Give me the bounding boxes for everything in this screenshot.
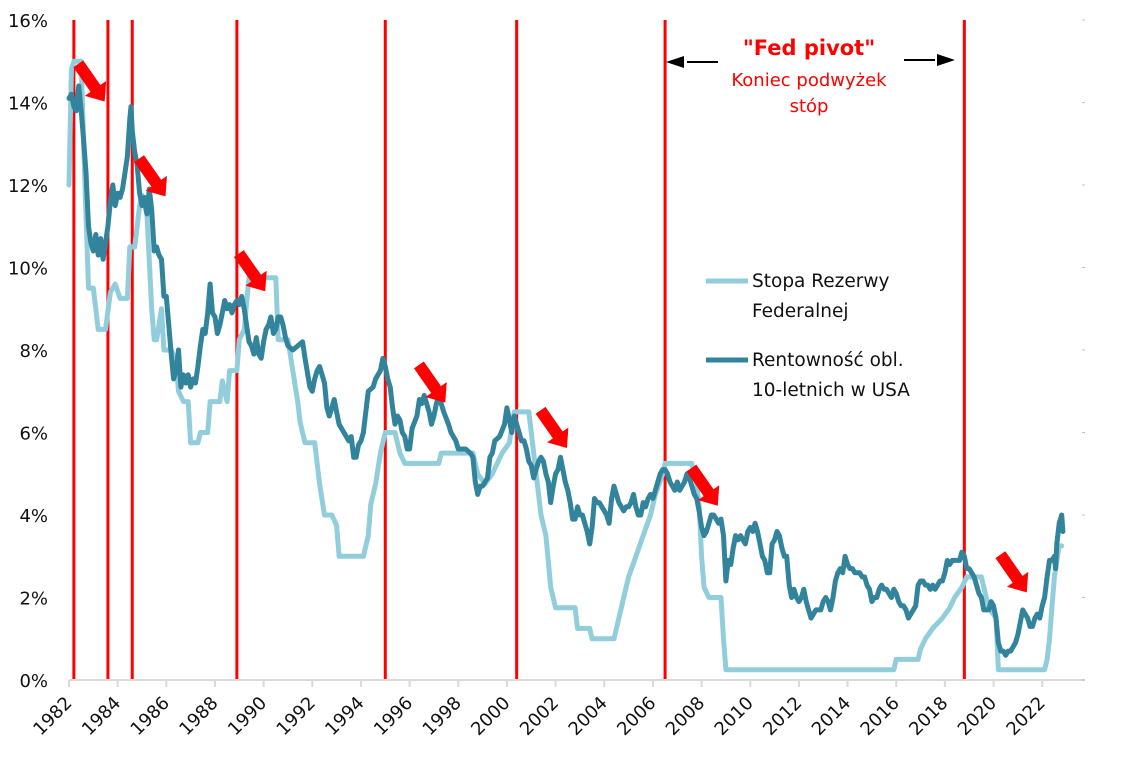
- down-arrow-icon: [134, 155, 167, 197]
- right-span-arrow-icon: [904, 54, 955, 66]
- down-arrow-shape: [73, 60, 107, 102]
- x-tick-label: 2016: [857, 693, 904, 740]
- left-span-arrow-icon: [666, 56, 718, 68]
- y-tick-label: 10%: [8, 259, 48, 280]
- x-tick-label: 2004: [565, 693, 612, 740]
- down-arrows: [73, 60, 1029, 593]
- legend-item-10y-yield: Rentowność obl. 10-letnich w USA: [706, 350, 910, 401]
- legend: Stopa Rezerwy Federalnej Rentowność obl.…: [706, 271, 910, 401]
- pivot-subtitle-line2: stóp: [790, 96, 829, 117]
- legend-label-10y-yield-line1: Rentowność obl.: [752, 350, 904, 371]
- y-tick-label: 6%: [19, 424, 48, 445]
- x-tick-label: 1996: [370, 693, 417, 740]
- y-tick-label: 0%: [19, 671, 48, 692]
- down-arrow-shape: [995, 551, 1029, 593]
- x-tick-label: 2022: [1002, 693, 1049, 740]
- y-tick-label: 16%: [8, 11, 48, 32]
- axes: 1982 1984 1986 1988 1990 1992 1994 1996 1998 2000…: [8, 11, 1085, 740]
- y-tick-label: 2%: [19, 589, 48, 610]
- x-tick-label: 2018: [905, 693, 952, 740]
- down-arrow-shape: [686, 464, 720, 506]
- series-line-10y-yield: [66, 83, 1066, 658]
- down-arrow-icon: [535, 406, 569, 449]
- down-arrow-shape: [413, 361, 447, 403]
- series-group: [66, 58, 1066, 673]
- x-tick-label: 2012: [759, 693, 806, 740]
- x-tick-label: 2000: [467, 693, 514, 740]
- x-tick-label: 1982: [29, 693, 76, 740]
- x-tick-label: 1994: [321, 693, 368, 740]
- down-arrow-icon: [686, 464, 720, 506]
- down-arrow-icon: [73, 60, 107, 102]
- down-arrow-icon: [995, 551, 1029, 593]
- x-tick-label: 2010: [711, 693, 758, 740]
- down-arrow-shape: [233, 250, 267, 292]
- x-tick-label: 1992: [273, 693, 320, 740]
- pivot-title: "Fed pivot": [743, 36, 875, 60]
- legend-item-fed-rate: Stopa Rezerwy Federalnej: [706, 271, 890, 322]
- series-line-fed-rate: [66, 58, 1065, 673]
- legend-label-fed-rate-line1: Stopa Rezerwy: [752, 271, 890, 292]
- down-arrow-shape: [134, 155, 167, 197]
- pivot-subtitle-line1: Koniec podwyżek: [731, 70, 887, 91]
- y-tick-label: 4%: [19, 506, 48, 527]
- x-tick-label: 1998: [419, 693, 466, 740]
- y-tick-label: 12%: [8, 176, 48, 197]
- y-tick-label: 14%: [8, 94, 48, 115]
- y-tick-label: 8%: [19, 341, 48, 362]
- down-arrow-shape: [535, 406, 569, 449]
- down-arrow-icon: [413, 361, 447, 403]
- x-tick-label: 2014: [808, 693, 855, 740]
- fed-pivot-annotation: "Fed pivot" Koniec podwyżek stóp: [666, 36, 955, 117]
- x-tick-label: 2020: [954, 693, 1001, 740]
- x-tick-label: 1988: [175, 693, 222, 740]
- x-tick-label: 1984: [78, 693, 125, 740]
- x-tick-label: 1986: [127, 693, 174, 740]
- x-tick-label: 2008: [662, 693, 709, 740]
- x-tick-label: 2006: [613, 693, 660, 740]
- legend-label-fed-rate-line2: Federalnej: [752, 301, 848, 322]
- x-tick-label: 1990: [224, 693, 271, 740]
- down-arrow-icon: [233, 250, 267, 292]
- legend-label-10y-yield-line2: 10-letnich w USA: [752, 380, 910, 401]
- x-tick-label: 2002: [516, 693, 563, 740]
